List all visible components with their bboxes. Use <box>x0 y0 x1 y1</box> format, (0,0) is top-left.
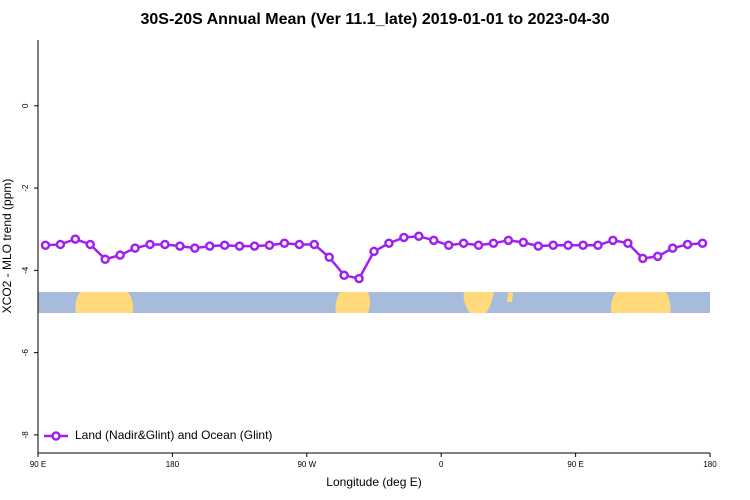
y-tick-label: 0 <box>21 103 30 108</box>
series-line <box>45 234 703 281</box>
land-ocean-strip <box>38 292 710 313</box>
x-axis-label: Longitude (deg E) <box>326 475 421 489</box>
point <box>638 253 648 264</box>
point <box>234 241 245 251</box>
point <box>160 239 170 250</box>
point <box>130 243 140 253</box>
point <box>608 235 618 246</box>
x-tick-label: 90 E <box>30 460 46 469</box>
point <box>354 273 364 284</box>
point <box>667 243 678 253</box>
point <box>548 240 558 251</box>
point <box>473 240 484 251</box>
point <box>175 241 185 251</box>
point <box>190 243 200 253</box>
point <box>85 239 96 250</box>
point <box>578 240 588 251</box>
x-tick-label: 90 W <box>297 460 316 469</box>
point <box>518 237 529 248</box>
point <box>533 241 544 251</box>
point <box>443 240 454 251</box>
x-tick-label: 90 E <box>567 460 583 469</box>
point <box>219 240 230 251</box>
point <box>249 241 260 251</box>
point <box>264 240 275 251</box>
point <box>294 239 305 250</box>
point <box>40 240 51 251</box>
point <box>697 238 708 248</box>
point <box>458 238 469 248</box>
y-tick-label: -2 <box>21 184 30 192</box>
legend-label: Land (Nadir&Glint) and Ocean (Glint) <box>75 428 272 442</box>
point <box>309 239 320 250</box>
x-tick-label: 0 <box>439 460 444 469</box>
point <box>70 234 81 244</box>
chart-title: 30S-20S Annual Mean (Ver 11.1_late) 2019… <box>141 11 610 28</box>
point <box>503 235 514 246</box>
point <box>55 239 66 250</box>
y-tick-label: -8 <box>21 431 30 439</box>
point <box>563 240 573 251</box>
legend-marker <box>51 431 61 441</box>
y-axis-label: XCO2 - MLO trend (ppm) <box>0 179 14 314</box>
y-tick-label: -4 <box>21 266 30 274</box>
point <box>384 238 394 248</box>
point <box>369 246 379 257</box>
x-tick-label: 180 <box>703 460 717 469</box>
point <box>488 238 499 248</box>
point <box>414 231 424 241</box>
point <box>682 239 693 250</box>
x-tick-label: 180 <box>166 460 180 469</box>
point <box>339 270 349 281</box>
point <box>593 240 603 251</box>
point <box>115 250 125 260</box>
point <box>100 254 110 265</box>
point <box>623 238 633 248</box>
point <box>428 235 439 246</box>
point <box>279 238 290 248</box>
point <box>204 241 215 251</box>
point <box>145 239 155 250</box>
y-tick-label: -6 <box>21 349 30 357</box>
point <box>324 252 334 262</box>
point <box>399 232 409 243</box>
point <box>652 251 663 262</box>
